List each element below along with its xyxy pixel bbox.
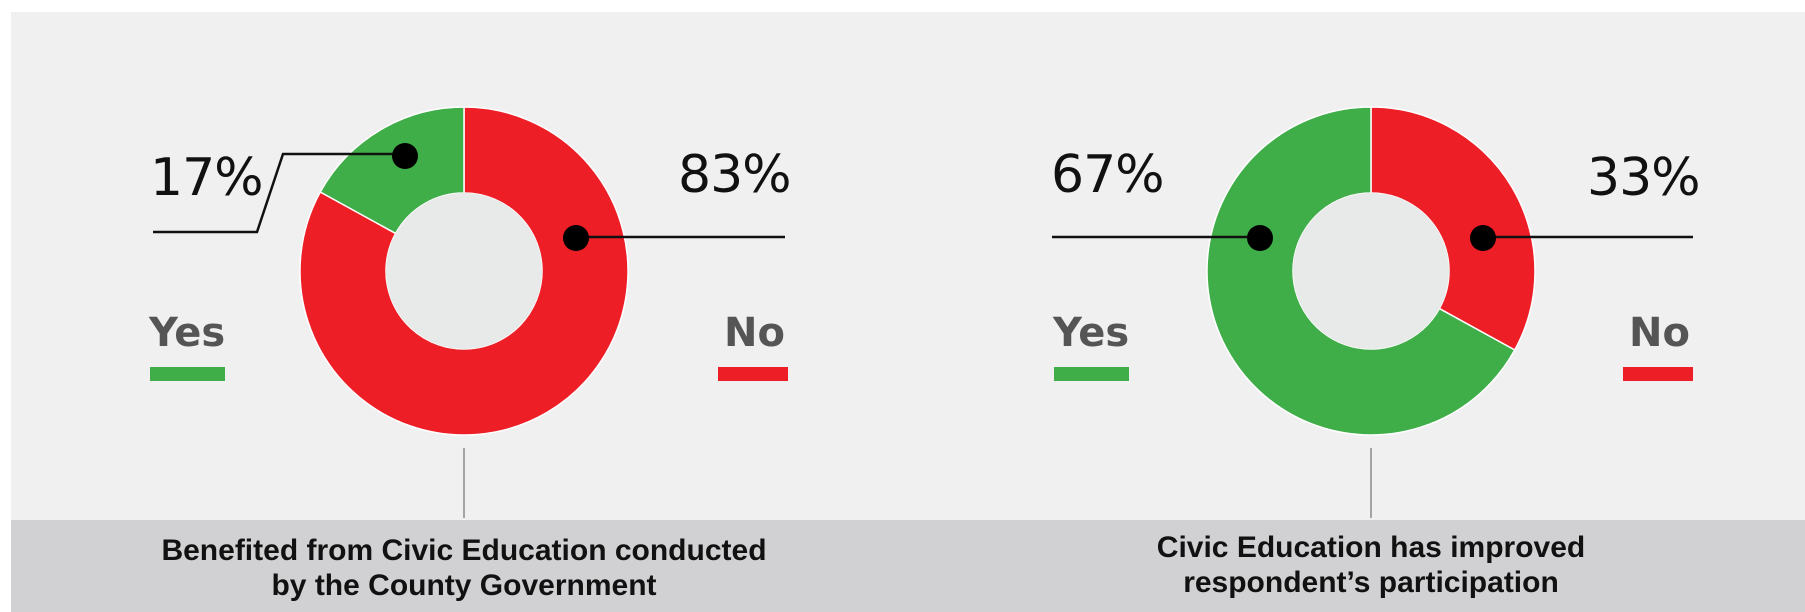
chart-2-donut-hole (1293, 193, 1449, 349)
chart-2-legend-no-swatch (1623, 367, 1693, 381)
chart-2-legend-no-label: No (1629, 310, 1690, 356)
chart-1-caption-line-2: by the County Government (271, 569, 657, 602)
chart-1-yes-percent: 17% (150, 148, 264, 208)
chart-1-legend-yes-label: Yes (149, 310, 226, 356)
chart-2-legend-yes-label: Yes (1053, 310, 1130, 356)
chart-2-legend-yes-swatch (1054, 367, 1129, 381)
chart-1-legend-yes-swatch (150, 367, 225, 381)
chart-1-yes-leader (153, 152, 405, 234)
chart-1-caption-line-1: Benefited from Civic Education conducted (161, 534, 767, 567)
chart-2-yes-marker (1247, 225, 1273, 251)
chart-1-donut (299, 106, 629, 436)
chart-2-caption-line-1: Civic Education has improved (1156, 531, 1586, 564)
chart-2-caption: Civic Education has improved respondent’… (1071, 530, 1671, 600)
chart-2-no-marker (1470, 225, 1496, 251)
chart-1-no-marker (563, 225, 589, 251)
chart-1-legend-no-swatch (718, 367, 788, 381)
caption-band (11, 520, 1805, 612)
chart-2-caption-line-2: respondent’s participation (1183, 566, 1559, 599)
chart-1-no-percent: 83% (678, 145, 792, 205)
chart-2-yes-percent: 67% (1051, 145, 1165, 205)
chart-1-legend-no-label: No (724, 310, 785, 356)
chart-1-yes-marker (392, 143, 418, 169)
chart-1-caption: Benefited from Civic Education conducted… (124, 533, 804, 603)
chart-2-no-percent: 33% (1587, 148, 1701, 208)
chart-1-donut-hole (386, 193, 542, 349)
chart-2-donut (1206, 106, 1536, 436)
